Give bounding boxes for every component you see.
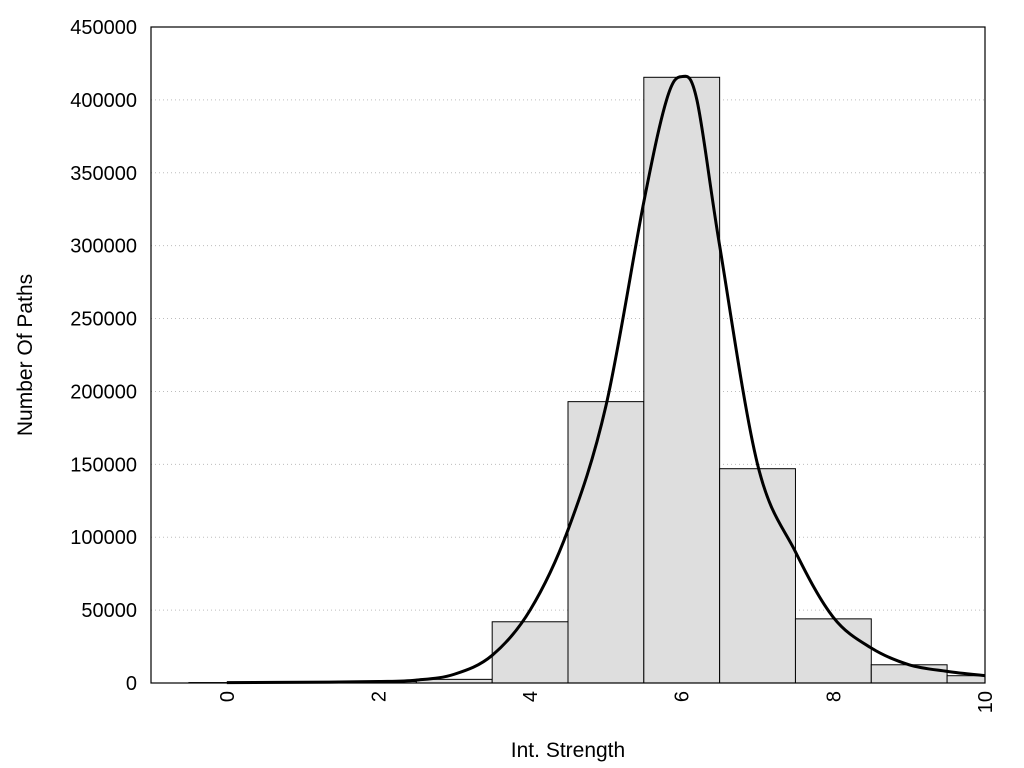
y-tick-label: 0 <box>126 673 137 695</box>
histogram-bar <box>946 675 986 684</box>
x-axis-title: Int. Strength <box>511 739 625 762</box>
histogram-bar <box>567 401 645 684</box>
x-tick-label: 0 <box>217 691 239 702</box>
y-tick-label: 300000 <box>70 236 137 258</box>
density-curve <box>226 74 986 685</box>
plot-frame <box>150 26 986 684</box>
y-tick-label: 50000 <box>81 600 137 622</box>
histogram-bar <box>794 618 872 684</box>
x-axis-ticks: 0 2 4 6 8 10 <box>217 691 997 713</box>
x-tick-label: 4 <box>520 691 542 702</box>
y-axis-title: Number Of Paths <box>14 274 37 436</box>
x-tick-label: 2 <box>368 691 390 702</box>
histogram-bar <box>491 621 569 684</box>
y-tick-label: 350000 <box>70 163 137 185</box>
bars <box>188 76 986 684</box>
y-tick-label: 250000 <box>70 309 137 331</box>
x-tick-label: 6 <box>672 691 694 702</box>
y-axis-ticks: 0 50000 100000 150000 200000 250000 300000 3500… <box>70 17 137 695</box>
y-tick-label: 200000 <box>70 381 137 403</box>
y-tick-label: 450000 <box>70 17 137 39</box>
histogram-bar <box>870 664 948 684</box>
y-tick-label: 400000 <box>70 90 137 112</box>
histogram-bar <box>719 468 796 684</box>
y-tick-label: 150000 <box>70 454 137 476</box>
x-tick-label: 10 <box>975 691 997 713</box>
x-tick-label: 8 <box>823 691 845 702</box>
y-tick-label: 100000 <box>70 527 137 549</box>
